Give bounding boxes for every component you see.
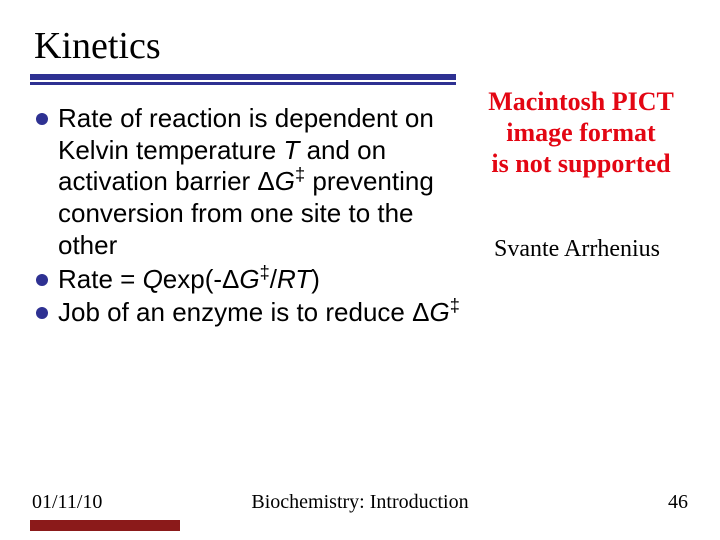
title-rule-thick — [30, 74, 456, 80]
footer-accent-bar — [30, 520, 180, 531]
pict-line: image format — [470, 117, 692, 148]
pict-placeholder: Macintosh PICT image format is not suppo… — [470, 86, 692, 180]
slide-title: Kinetics — [34, 24, 690, 68]
footer-title: Biochemistry: Introduction — [0, 491, 720, 514]
title-rule-thin — [30, 82, 456, 85]
slide: Kinetics Rate of reaction is dependent o… — [0, 0, 720, 540]
footer-page-number: 46 — [668, 491, 688, 514]
bullet-list: Rate of reaction is dependent on Kelvin … — [30, 103, 478, 329]
bullet-item: Rate = Qexp(-ΔG‡/RT) — [30, 264, 478, 296]
bullet-item: Job of an enzyme is to reduce ΔG‡ — [30, 297, 478, 329]
pict-line: is not supported — [470, 148, 692, 179]
image-caption: Svante Arrhenius — [494, 236, 660, 263]
pict-line: Macintosh PICT — [470, 86, 692, 117]
bullet-item: Rate of reaction is dependent on Kelvin … — [30, 103, 478, 262]
